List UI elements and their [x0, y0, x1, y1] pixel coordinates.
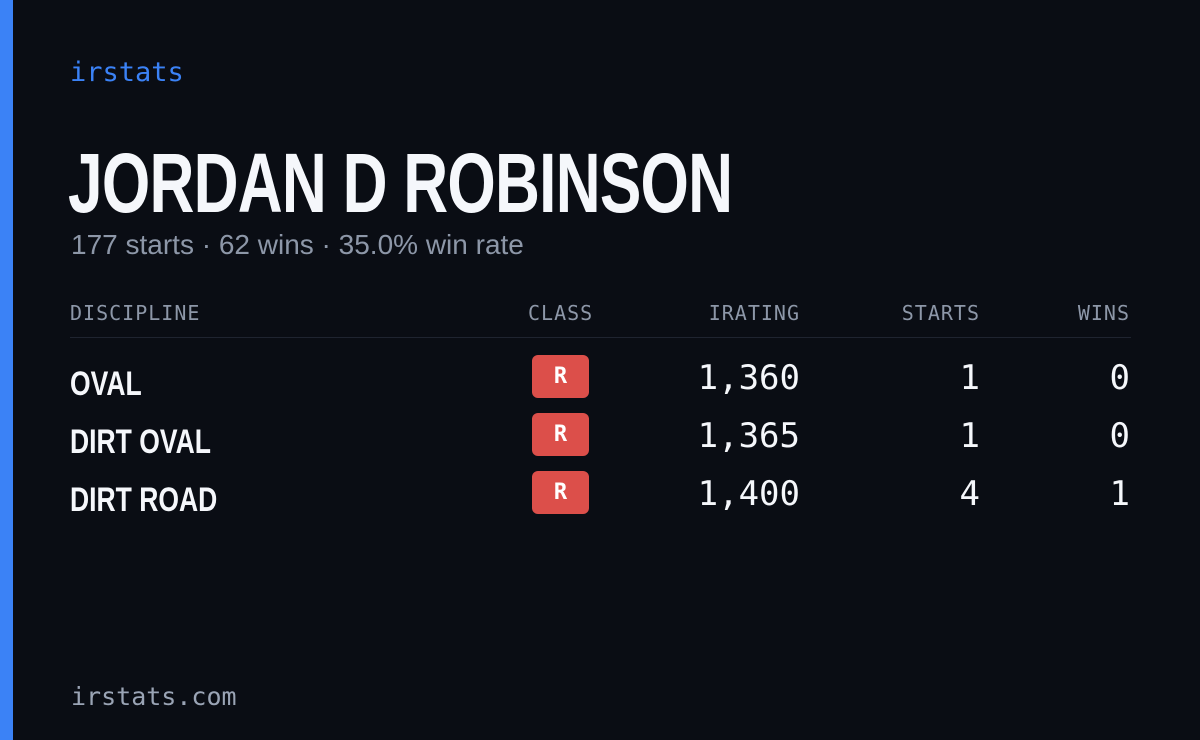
wins-value: 0	[1109, 358, 1130, 398]
table-header: DISCIPLINE CLASS IRATING STARTS WINS	[70, 296, 1131, 338]
header-starts: STARTS	[901, 301, 980, 325]
header-wins: WINS	[1077, 301, 1130, 325]
driver-name: JORDAN D ROBINSON	[68, 136, 733, 230]
irating-value: 1,360	[697, 358, 800, 398]
table-row: DIRT OVAL R 1,365 1 0	[70, 412, 1131, 470]
starts-value: 1	[959, 416, 980, 456]
irating-value: 1,365	[697, 416, 800, 456]
header-discipline: DISCIPLINE	[70, 301, 201, 325]
irating-value: 1,400	[697, 474, 800, 514]
starts-value: 4	[959, 474, 980, 514]
class-badge: R	[532, 413, 589, 456]
header-irating: IRATING	[708, 301, 800, 325]
footer-url: irstats.com	[71, 682, 237, 711]
discipline-name: OVAL	[70, 365, 142, 403]
brand-logo: irstats	[70, 57, 184, 88]
wins-value: 1	[1109, 474, 1130, 514]
starts-value: 1	[959, 358, 980, 398]
discipline-name: DIRT ROAD	[70, 481, 218, 519]
class-badge: R	[532, 471, 589, 514]
stats-table: DISCIPLINE CLASS IRATING STARTS WINS OVA…	[70, 296, 1131, 528]
driver-summary: 177 starts · 62 wins · 35.0% win rate	[71, 229, 524, 260]
accent-bar	[0, 0, 13, 740]
table-row: DIRT ROAD R 1,400 4 1	[70, 470, 1131, 528]
header-class: CLASS	[528, 301, 594, 325]
table-row: OVAL R 1,360 1 0	[70, 354, 1131, 412]
discipline-name: DIRT OVAL	[70, 423, 211, 461]
wins-value: 0	[1109, 416, 1130, 456]
class-badge: R	[532, 355, 589, 398]
table-body: OVAL R 1,360 1 0 DIRT OVAL R 1,365 1 0 D…	[70, 338, 1131, 528]
